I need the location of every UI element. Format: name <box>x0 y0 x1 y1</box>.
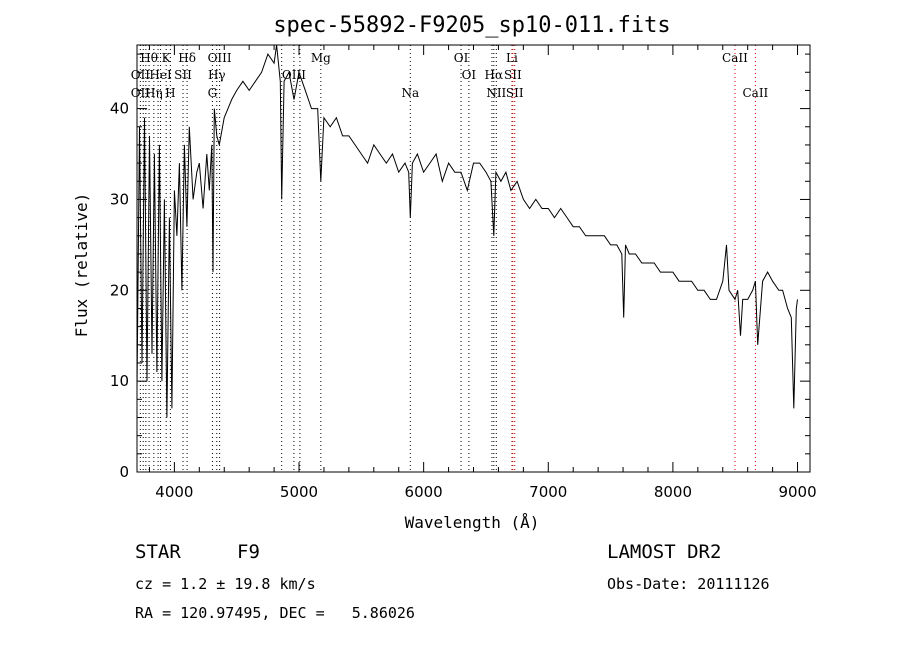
coordinates: RA = 120.97495, DEC = 5.86026 <box>135 604 415 622</box>
plot-frame <box>136 44 811 473</box>
redshift-value: cz = 1.2 ± 19.8 km/s <box>135 575 316 593</box>
x-tick-label: 5000 <box>280 483 318 501</box>
y-tick-label: 40 <box>110 100 129 118</box>
line-label: CaII <box>742 86 768 100</box>
x-tick-label: 4000 <box>155 483 193 501</box>
chart-title: spec-55892-F9205_sp10-011.fits <box>273 13 670 38</box>
line-label: H <box>165 86 175 100</box>
line-label: Hα <box>485 68 504 82</box>
line-label: SII <box>504 68 522 82</box>
line-label: OIII <box>282 68 306 82</box>
line-label: Hθ <box>140 51 158 65</box>
object-subclass: F9 <box>237 541 260 563</box>
survey-name: LAMOST DR2 <box>607 541 722 563</box>
line-label: K <box>162 51 172 65</box>
line-label: Na <box>401 86 419 100</box>
line-label: CaII <box>722 51 748 65</box>
line-label: SII <box>174 68 192 82</box>
line-label: OII <box>131 86 151 100</box>
line-label: OII <box>131 68 151 82</box>
axes: 4000 5000 6000 7000 8000 9000 0 10 20 30 40 <box>110 44 817 501</box>
line-label: OI <box>454 51 469 65</box>
y-axis-label: Flux (relative) <box>72 193 91 338</box>
line-label: Mg <box>311 51 331 65</box>
line-label: OIII <box>208 51 232 65</box>
line-label: Hγ <box>208 68 226 82</box>
observation-date: Obs-Date: 20111126 <box>607 575 770 593</box>
y-tick-label: 20 <box>110 281 129 299</box>
line-label: OI <box>462 68 477 82</box>
line-label: SII <box>506 86 524 100</box>
spectrum-series <box>136 44 798 418</box>
x-tick-label: 6000 <box>405 483 443 501</box>
line-label: HeI <box>149 68 172 82</box>
y-tick-label: 10 <box>110 372 129 390</box>
spectrum-line <box>136 44 798 418</box>
x-tick-label: 8000 <box>654 483 692 501</box>
x-axis-label: Wavelength (Å) <box>405 513 540 532</box>
line-label: NII <box>486 86 506 100</box>
line-label: G <box>208 86 218 100</box>
object-class: STAR <box>135 541 181 563</box>
line-label: Hδ <box>178 51 196 65</box>
line-label: Li <box>506 51 518 65</box>
line-label: Hη <box>145 86 163 100</box>
x-tick-label: 9000 <box>778 483 816 501</box>
spectral-line-markers <box>139 45 756 472</box>
x-tick-label: 7000 <box>529 483 567 501</box>
y-tick-label: 30 <box>110 190 129 208</box>
y-tick-label: 0 <box>119 463 129 481</box>
